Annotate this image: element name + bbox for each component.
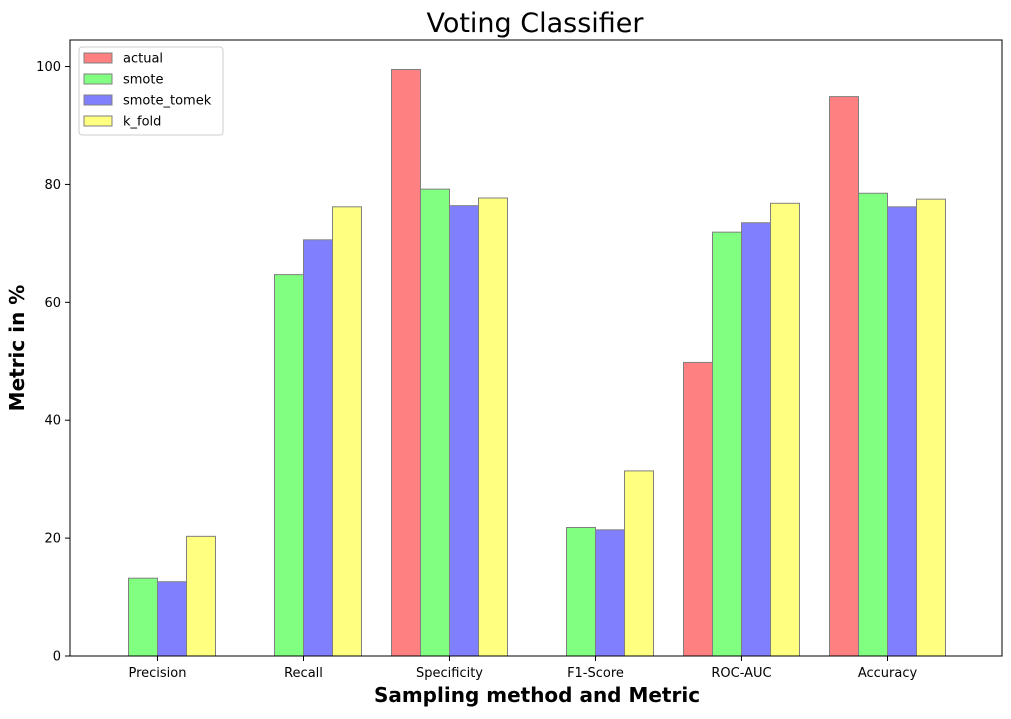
legend-swatch-smote_tomek — [83, 94, 113, 106]
legend-swatch-smote — [83, 73, 113, 85]
legend-label-k_fold: k_fold — [123, 115, 161, 130]
bar-smote_tomek-f1-score — [595, 529, 625, 657]
chart-title: Voting Classifier — [426, 8, 644, 39]
bars-layer — [128, 68, 946, 657]
bar-k_fold-precision — [186, 535, 216, 657]
x-tick-label: F1-Score — [567, 666, 624, 681]
y-tick-label: 100 — [36, 60, 61, 75]
bar-actual-roc-auc — [683, 361, 713, 657]
bar-actual-specificity — [391, 68, 421, 657]
legend-swatch-actual — [83, 52, 113, 64]
legend: actual smote smote_tomek k_fold — [78, 46, 224, 136]
axes-layer: 0 20 40 60 80 100 Precision Recall Specificity F1… — [36, 39, 1003, 681]
legend-label-smote_tomek: smote_tomek — [123, 94, 212, 109]
bar-smote_tomek-recall — [303, 239, 333, 657]
bar-smote-precision — [128, 577, 158, 657]
bar-k_fold-accuracy — [916, 198, 946, 657]
x-tick-label: Recall — [284, 666, 323, 681]
bar-k_fold-roc-auc — [770, 202, 800, 657]
bar-smote-f1-score — [566, 526, 596, 657]
x-tick-label: Specificity — [416, 666, 483, 681]
y-tick-label: 60 — [44, 296, 61, 311]
bar-smote_tomek-roc-auc — [741, 222, 771, 657]
legend-label-smote: smote — [123, 73, 164, 88]
y-axis-label: Metric in % — [5, 285, 29, 412]
legend-label-actual: actual — [123, 52, 163, 67]
bar-smote-roc-auc — [712, 231, 742, 657]
y-tick-label: 20 — [44, 532, 61, 547]
bar-smote-specificity — [420, 188, 450, 657]
bar-k_fold-specificity — [478, 197, 508, 657]
y-tick-label: 40 — [44, 414, 61, 429]
y-tick-label: 80 — [44, 178, 61, 193]
legend-box — [78, 46, 224, 136]
bar-smote_tomek-accuracy — [887, 206, 917, 657]
bar-smote_tomek-precision — [157, 581, 187, 657]
x-tick-label: ROC-AUC — [711, 666, 771, 681]
x-tick-label: Precision — [128, 666, 186, 681]
bar-actual-accuracy — [829, 96, 859, 657]
bar-k_fold-f1-score — [624, 470, 654, 657]
plot-frame — [69, 39, 1003, 657]
bar-smote-accuracy — [858, 192, 888, 657]
bar-k_fold-recall — [332, 206, 362, 657]
x-tick-label: Accuracy — [858, 666, 918, 681]
legend-swatch-k_fold — [83, 115, 113, 127]
y-tick-label: 0 — [53, 650, 61, 665]
x-axis-label: Sampling method and Metric — [374, 683, 700, 707]
bar-smote_tomek-specificity — [449, 205, 479, 657]
bar-smote-recall — [274, 274, 304, 657]
